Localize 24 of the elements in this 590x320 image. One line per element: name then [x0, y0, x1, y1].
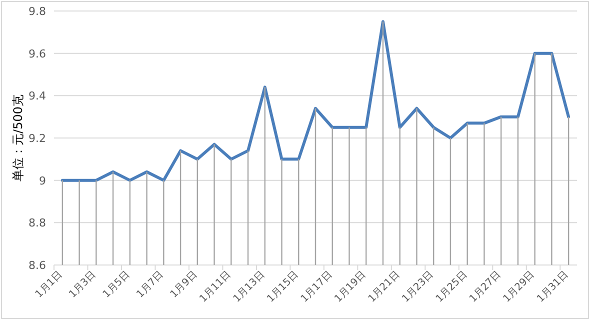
x-tick-label: 1月13日	[232, 269, 268, 305]
y-tick-label: 9	[39, 174, 46, 188]
x-tick-label: 1月27日	[468, 269, 504, 305]
x-tick-label: 1月3日	[67, 269, 98, 300]
x-tick-label: 1月17日	[299, 269, 334, 305]
y-tick-label: 8.8	[28, 216, 46, 230]
x-tick-label: 1月15日	[265, 269, 301, 305]
x-tick-label: 1月25日	[434, 269, 470, 305]
y-tick-label: 9.8	[28, 5, 46, 18]
y-tick-label: 9.4	[28, 90, 46, 103]
x-tick-label: 1月11日	[198, 269, 234, 305]
y-axis-title: 单位：元/500克	[11, 94, 25, 182]
x-tick-label: 1月19日	[332, 269, 368, 305]
y-tick-label: 9.6	[28, 47, 46, 60]
x-tick-label: 1月29日	[502, 269, 537, 305]
x-tick-label: 1月7日	[134, 269, 166, 300]
x-tick-label: 1月21日	[366, 269, 402, 305]
x-tick-label: 1月5日	[101, 269, 132, 300]
y-tick-label: 8.6	[28, 259, 46, 272]
x-tick-label: 1月31日	[535, 269, 571, 305]
x-tick-label: 1月9日	[168, 269, 200, 300]
x-tick-label: 1月1日	[34, 269, 65, 300]
y-tick-label: 9.2	[28, 132, 46, 145]
x-tick-label: 1月23日	[400, 269, 436, 305]
